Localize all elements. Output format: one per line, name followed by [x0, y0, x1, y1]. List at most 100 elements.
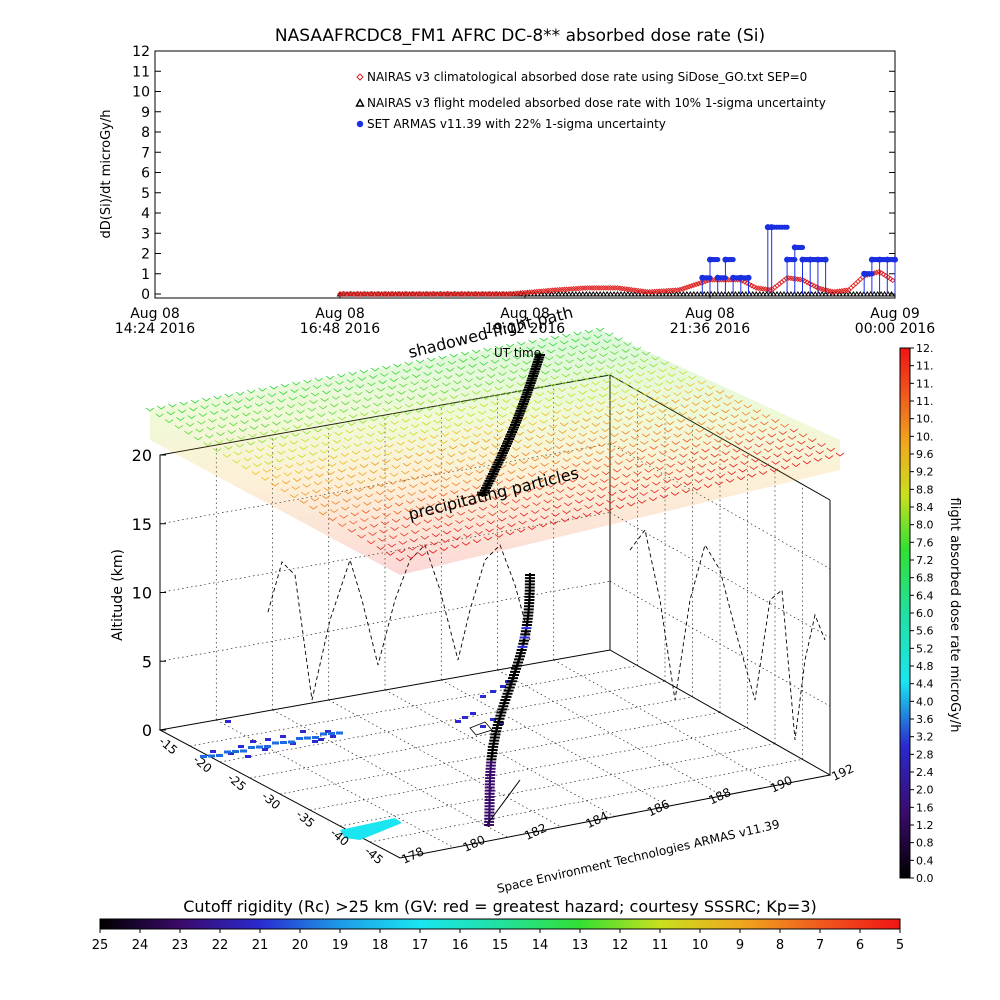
precipitation-mark [475, 376, 485, 381]
precipitation-mark [423, 519, 433, 524]
precipitation-mark [245, 449, 254, 454]
cutoff-tick-label: 15 [492, 938, 509, 953]
cutoff-patch-blue [320, 732, 327, 736]
precipitation-mark [694, 479, 703, 483]
flight-modeled-point [732, 291, 739, 297]
precipitation-mark [308, 451, 318, 456]
precipitation-mark [368, 374, 378, 379]
precipitation-mark [556, 395, 565, 400]
precipitation-mark [774, 445, 784, 450]
precipitation-mark [573, 455, 583, 460]
precipitation-mark [602, 379, 612, 384]
precipitation-mark [253, 463, 262, 467]
precipitation-mark [747, 431, 756, 436]
precipitation-mark [751, 458, 760, 463]
precipitation-mark [462, 479, 472, 484]
precipitation-mark [618, 489, 628, 494]
precipitation-mark [524, 437, 534, 441]
precipitation-mark [734, 399, 743, 404]
legend-label: NAIRAS v3 climatological absorbed dose r… [367, 70, 807, 84]
precipitation-mark [339, 514, 348, 519]
precipitation-mark [256, 447, 265, 452]
cutoff-patch-blue [480, 695, 486, 698]
y-tick-label: 6 [141, 166, 150, 182]
dose-tick-label: 4.8 [916, 660, 934, 673]
precipitation-mark [443, 468, 453, 473]
x-tick-label-date: Aug 08 [315, 306, 365, 322]
precipitation-mark [537, 344, 547, 349]
climatological-point [549, 287, 556, 294]
precipitation-mark [496, 379, 505, 384]
precipitation-mark [258, 387, 267, 392]
precipitation-mark [299, 446, 308, 451]
precipitation-mark [557, 388, 567, 392]
precipitation-mark [478, 506, 488, 511]
precipitation-mark [359, 464, 369, 468]
precipitation-mark [546, 390, 556, 395]
precipitation-mark [515, 389, 524, 394]
precipitation-mark [292, 381, 301, 386]
flight-modeled-point [673, 291, 680, 297]
precipitation-mark [401, 418, 410, 423]
precipitation-mark [685, 473, 694, 478]
precipitation-mark [593, 415, 602, 420]
climatological-point [529, 289, 535, 295]
precipitation-mark [399, 383, 408, 388]
precipitation-mark [477, 410, 487, 415]
precipitation-mark [590, 473, 600, 478]
precipitation-mark [721, 409, 730, 414]
dose-tick-label: 8.4 [916, 501, 934, 514]
flight-modeled-point [589, 291, 597, 297]
precipitation-mark [551, 460, 560, 465]
precipitation-mark [323, 383, 333, 387]
cutoff-tick-label: 23 [172, 938, 189, 953]
precipitation-mark [695, 428, 704, 433]
precipitation-mark [459, 495, 469, 500]
flight-path-marker [490, 467, 501, 472]
climatological-point [672, 287, 679, 294]
precipitation-mark [370, 461, 380, 466]
precipitation-mark [521, 452, 531, 457]
precipitation-mark [389, 378, 399, 383]
precipitation-mark [371, 410, 380, 414]
cutoff-patch-blue [200, 755, 207, 758]
legend-label: NAIRAS v3 flight modeled absorbed dose r… [367, 96, 826, 110]
precipitation-mark [477, 461, 486, 466]
precipitation-mark [459, 400, 468, 405]
precipitation-mark [619, 396, 628, 401]
precipitation-mark [477, 369, 487, 373]
precipitation-mark [713, 397, 723, 402]
precipitation-mark [269, 385, 278, 390]
legend-label: SET ARMAS v11.39 with 22% 1-sigma uncert… [367, 117, 666, 131]
precipitation-mark [503, 350, 513, 355]
precipitation-mark [606, 365, 615, 369]
cutoff-rigidity-colorbar-ticks: 25 24 23 22 21 20 19 18 17 16 15 14 13 12 11 10 9 8 7 6 5 [92, 929, 904, 953]
precipitation-mark [450, 490, 459, 495]
precipitation-mark [340, 453, 350, 457]
precipitation-mark [743, 404, 752, 409]
longitude-tick-label: 182 [522, 821, 549, 843]
precipitation-mark [691, 401, 701, 406]
flight-modeled-point [582, 291, 590, 297]
precipitation-mark [663, 479, 672, 483]
y-tick-label: 5 [141, 186, 150, 202]
precipitation-mark [318, 405, 328, 410]
climatological-point [681, 285, 688, 292]
precipitation-mark [174, 424, 184, 429]
precipitation-mark [298, 402, 307, 407]
precipitation-mark [654, 382, 664, 387]
precipitation-mark [640, 440, 649, 445]
precipitation-mark [227, 430, 236, 434]
precipitation-mark [601, 471, 611, 476]
precipitation-mark [585, 403, 595, 408]
precipitation-mark [578, 484, 587, 488]
precipitation-mark [636, 456, 646, 460]
climatological-point [556, 286, 563, 293]
precipitation-mark [353, 496, 363, 500]
precipitation-mark [284, 464, 294, 469]
precipitation-mark [270, 429, 280, 434]
precipitation-mark [528, 339, 537, 344]
precipitation-mark [400, 376, 410, 381]
precipitation-mark [703, 484, 713, 488]
wall-projection-traces [267, 528, 826, 741]
